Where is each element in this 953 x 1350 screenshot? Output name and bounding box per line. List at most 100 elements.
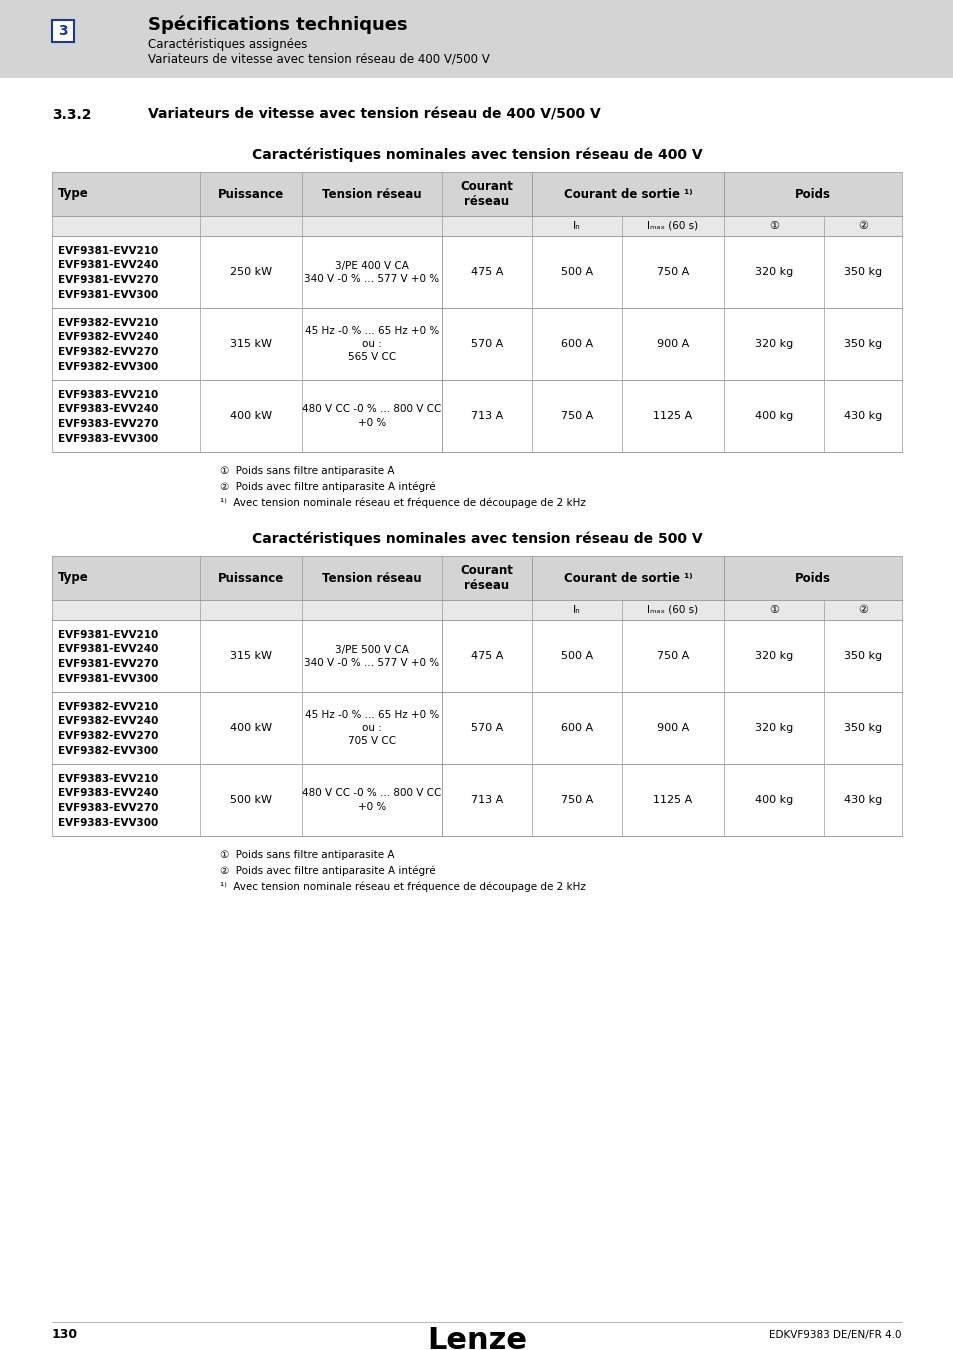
Text: Courant de sortie ¹⁾: Courant de sortie ¹⁾ (563, 571, 692, 585)
Text: ②: ② (857, 221, 867, 231)
Text: ¹⁾  Avec tension nominale réseau et fréquence de découpage de 2 kHz: ¹⁾ Avec tension nominale réseau et fréqu… (220, 498, 585, 509)
Text: EVF9383-EVV240: EVF9383-EVV240 (58, 405, 158, 414)
Text: EVF9382-EVV270: EVF9382-EVV270 (58, 730, 158, 741)
Text: 340 V -0 % ... 577 V +0 %: 340 V -0 % ... 577 V +0 % (304, 657, 439, 667)
Text: EVF9382-EVV210: EVF9382-EVV210 (58, 702, 158, 711)
Text: Puissance: Puissance (217, 571, 284, 585)
Text: Courant
réseau: Courant réseau (460, 564, 513, 593)
Text: Variateurs de vitesse avec tension réseau de 400 V/500 V: Variateurs de vitesse avec tension résea… (148, 53, 489, 65)
Text: EVF9383-EVV210: EVF9383-EVV210 (58, 774, 158, 784)
Text: 315 kW: 315 kW (230, 651, 272, 661)
Text: ①  Poids sans filtre antiparasite A: ① Poids sans filtre antiparasite A (220, 850, 395, 860)
Text: EVF9382-EVV300: EVF9382-EVV300 (58, 362, 158, 371)
Text: Lenze: Lenze (427, 1326, 526, 1350)
Text: ①: ① (768, 605, 779, 616)
Text: 900 A: 900 A (657, 339, 688, 350)
Text: Courant
réseau: Courant réseau (460, 180, 513, 208)
Bar (52, 620, 901, 693)
Bar (302, 620, 441, 836)
Text: EVF9381-EVV210: EVF9381-EVV210 (58, 630, 158, 640)
Text: 750 A: 750 A (657, 267, 688, 277)
Text: EVF9382-EVV240: EVF9382-EVV240 (58, 332, 158, 343)
Text: 500 kW: 500 kW (230, 795, 272, 805)
Text: Iₘₐₓ (60 s): Iₘₐₓ (60 s) (647, 605, 698, 616)
Bar (52, 556, 901, 599)
Text: Courant de sortie ¹⁾: Courant de sortie ¹⁾ (563, 188, 692, 201)
Text: EVF9381-EVV210: EVF9381-EVV210 (58, 246, 158, 256)
Text: 400 kg: 400 kg (754, 795, 792, 805)
Text: Poids: Poids (794, 571, 830, 585)
Text: ②  Poids avec filtre antiparasite A intégré: ② Poids avec filtre antiparasite A intég… (220, 482, 436, 493)
Text: Caractéristiques nominales avec tension réseau de 500 V: Caractéristiques nominales avec tension … (252, 532, 701, 547)
Text: 3.3.2: 3.3.2 (52, 108, 91, 122)
Text: 315 kW: 315 kW (230, 339, 272, 350)
Text: 750 A: 750 A (657, 651, 688, 661)
Text: EVF9381-EVV270: EVF9381-EVV270 (58, 275, 158, 285)
Text: 430 kg: 430 kg (843, 410, 882, 421)
Text: 320 kg: 320 kg (754, 267, 792, 277)
Text: ou :: ou : (362, 339, 381, 350)
Text: +0 %: +0 % (357, 802, 386, 811)
Text: 713 A: 713 A (471, 795, 502, 805)
Text: 400 kW: 400 kW (230, 410, 272, 421)
Text: 500 A: 500 A (560, 651, 593, 661)
Text: 3/PE 400 V CA: 3/PE 400 V CA (335, 261, 409, 270)
Text: EVF9383-EVV300: EVF9383-EVV300 (58, 818, 158, 828)
Text: EDKVF9383 DE/EN/FR 4.0: EDKVF9383 DE/EN/FR 4.0 (769, 1330, 901, 1341)
Text: EVF9382-EVV210: EVF9382-EVV210 (58, 319, 158, 328)
Text: 600 A: 600 A (560, 724, 593, 733)
Text: 480 V CC -0 % ... 800 V CC: 480 V CC -0 % ... 800 V CC (302, 405, 441, 414)
Text: Puissance: Puissance (217, 188, 284, 201)
Text: Type: Type (58, 188, 89, 201)
Text: +0 %: +0 % (357, 417, 386, 428)
Text: EVF9381-EVV240: EVF9381-EVV240 (58, 644, 158, 655)
Bar (0, 0, 953, 78)
Text: 475 A: 475 A (471, 267, 502, 277)
Text: EVF9382-EVV300: EVF9382-EVV300 (58, 745, 158, 756)
Text: 3: 3 (58, 24, 68, 38)
Text: 350 kg: 350 kg (843, 724, 882, 733)
Bar (52, 216, 901, 236)
Bar (52, 379, 901, 452)
Text: EVF9383-EVV300: EVF9383-EVV300 (58, 433, 158, 444)
Text: ¹⁾  Avec tension nominale réseau et fréquence de découpage de 2 kHz: ¹⁾ Avec tension nominale réseau et fréqu… (220, 882, 585, 892)
Bar (52, 308, 901, 379)
Text: Iₙ: Iₙ (573, 221, 580, 231)
Text: 565 V CC: 565 V CC (348, 352, 395, 362)
Text: ou :: ou : (362, 724, 381, 733)
Text: Caractéristiques nominales avec tension réseau de 400 V: Caractéristiques nominales avec tension … (252, 148, 701, 162)
Text: 130: 130 (52, 1328, 78, 1341)
Text: EVF9381-EVV270: EVF9381-EVV270 (58, 659, 158, 670)
Text: EVF9383-EVV270: EVF9383-EVV270 (58, 803, 158, 813)
Text: 320 kg: 320 kg (754, 651, 792, 661)
Text: 500 A: 500 A (560, 267, 593, 277)
Text: Tension réseau: Tension réseau (322, 571, 421, 585)
Text: 900 A: 900 A (657, 724, 688, 733)
Text: Iₙ: Iₙ (573, 605, 580, 616)
Text: EVF9382-EVV240: EVF9382-EVV240 (58, 717, 158, 726)
Text: EVF9383-EVV240: EVF9383-EVV240 (58, 788, 158, 798)
Bar (52, 236, 901, 308)
Text: 340 V -0 % ... 577 V +0 %: 340 V -0 % ... 577 V +0 % (304, 274, 439, 284)
Text: ②: ② (857, 605, 867, 616)
Text: EVF9382-EVV270: EVF9382-EVV270 (58, 347, 158, 356)
Text: 350 kg: 350 kg (843, 267, 882, 277)
Text: EVF9383-EVV270: EVF9383-EVV270 (58, 418, 158, 429)
Text: EVF9381-EVV300: EVF9381-EVV300 (58, 289, 158, 300)
Text: Variateurs de vitesse avec tension réseau de 400 V/500 V: Variateurs de vitesse avec tension résea… (148, 108, 600, 122)
Text: ①: ① (768, 221, 779, 231)
Text: 1125 A: 1125 A (653, 410, 692, 421)
Bar (302, 236, 441, 452)
Text: 3/PE 500 V CA: 3/PE 500 V CA (335, 644, 409, 655)
Text: Type: Type (58, 571, 89, 585)
Text: 713 A: 713 A (471, 410, 502, 421)
Text: Tension réseau: Tension réseau (322, 188, 421, 201)
Text: ②  Poids avec filtre antiparasite A intégré: ② Poids avec filtre antiparasite A intég… (220, 865, 436, 876)
Text: 750 A: 750 A (560, 795, 593, 805)
Text: 480 V CC -0 % ... 800 V CC: 480 V CC -0 % ... 800 V CC (302, 788, 441, 798)
Text: 350 kg: 350 kg (843, 339, 882, 350)
Text: EVF9381-EVV240: EVF9381-EVV240 (58, 261, 158, 270)
Text: EVF9383-EVV210: EVF9383-EVV210 (58, 390, 158, 400)
Text: EVF9381-EVV300: EVF9381-EVV300 (58, 674, 158, 683)
Text: 45 Hz -0 % ... 65 Hz +0 %: 45 Hz -0 % ... 65 Hz +0 % (305, 325, 438, 336)
